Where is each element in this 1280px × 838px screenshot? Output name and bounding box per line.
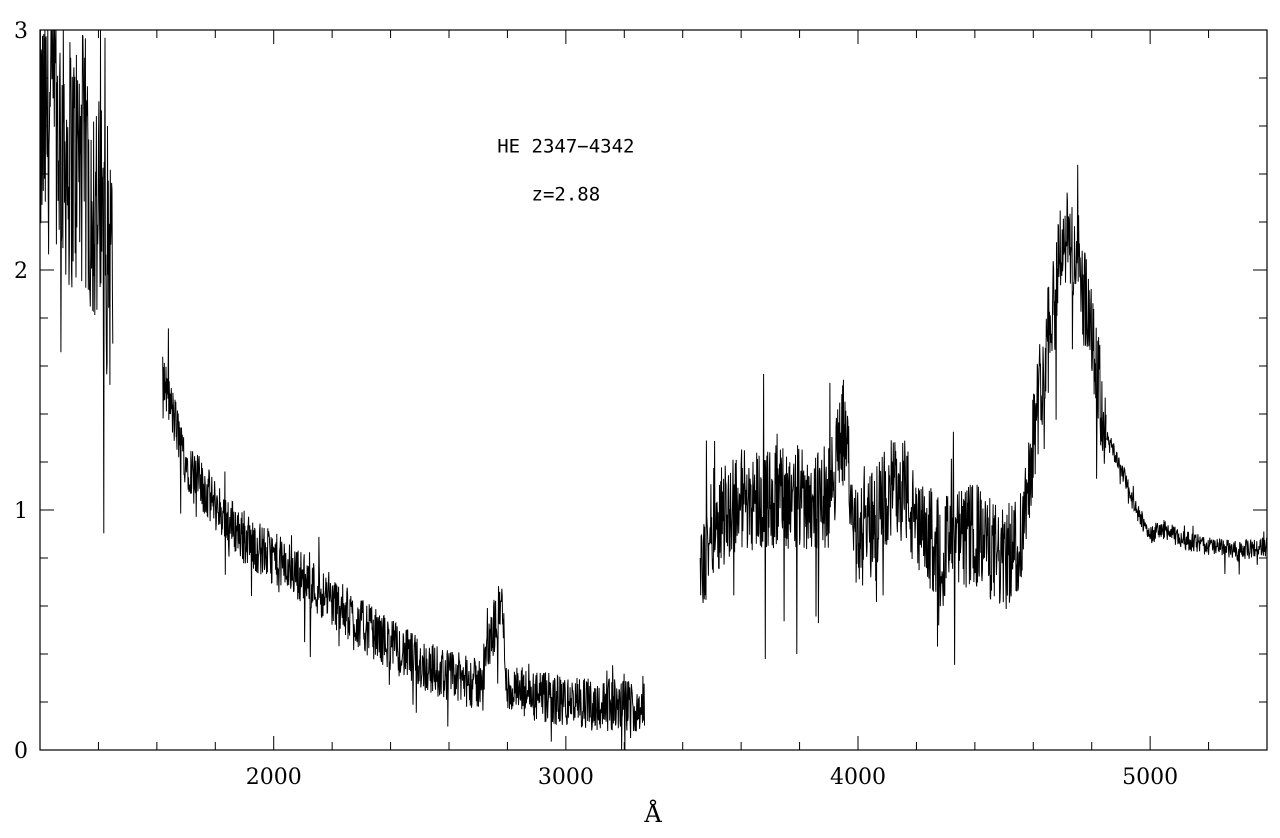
redshift-annotation: z=2.88 <box>532 183 601 205</box>
axis-ticks <box>40 30 1268 750</box>
y-tick-label: 2 <box>14 259 28 284</box>
x-tick-label: 3000 <box>538 765 594 790</box>
x-tick-label: 2000 <box>246 765 302 790</box>
axis-tick-labels: 2000 3000 4000 5000 0 1 2 3 <box>14 19 1178 790</box>
y-tick-label: 3 <box>14 19 28 44</box>
x-tick-label: 4000 <box>830 765 886 790</box>
x-tick-label: 5000 <box>1122 765 1178 790</box>
object-name-annotation: HE 2347−4342 <box>497 135 634 157</box>
plot-frame <box>39 29 1268 751</box>
y-tick-label: 1 <box>14 499 28 524</box>
y-tick-label: 0 <box>14 739 28 764</box>
spectrum-line <box>39 29 1268 750</box>
x-axis-label: Å <box>643 799 662 828</box>
